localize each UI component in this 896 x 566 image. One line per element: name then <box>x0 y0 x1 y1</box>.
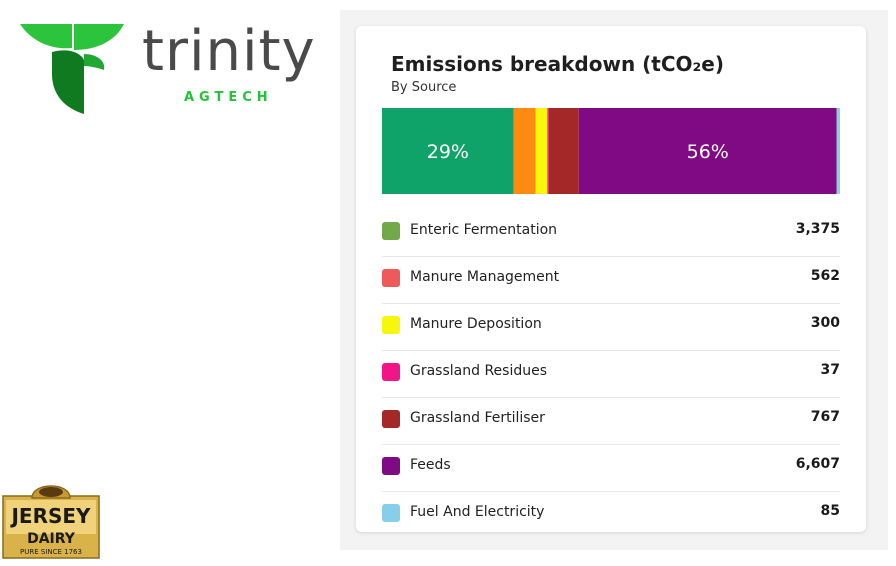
legend-label: Enteric Fermentation <box>410 222 558 238</box>
bar-segment-3[interactable] <box>547 108 549 194</box>
agtech-wordmark: AGTECH <box>184 90 273 105</box>
bar-segment-2[interactable] <box>535 108 548 194</box>
legend-value: 3,375 <box>795 221 840 237</box>
legend-swatch <box>382 457 400 475</box>
svg-text:PURE SINCE 1763: PURE SINCE 1763 <box>20 548 82 556</box>
legend-value: 6,607 <box>795 456 840 472</box>
legend-value: 300 <box>810 315 840 331</box>
legend-label: Manure Deposition <box>410 316 542 332</box>
bar-segment-0[interactable] <box>382 108 514 194</box>
trinity-agtech-logo: trinity AGTECH <box>18 18 328 118</box>
legend-label: Grassland Residues <box>410 363 548 379</box>
stacked-bar-chart: 29% 56% <box>382 108 840 194</box>
legend-value: 85 <box>820 503 840 519</box>
legend-row: Feeds 6,607 <box>382 445 840 492</box>
chart-title: Emissions breakdown (tCO₂e) <box>391 52 724 76</box>
legend-label: Fuel And Electricity <box>410 504 545 520</box>
legend-swatch <box>382 269 400 287</box>
legend-row: Enteric Fermentation 3,375 <box>382 210 840 257</box>
legend-swatch <box>382 504 400 522</box>
legend-swatch <box>382 222 400 240</box>
svg-text:DAIRY: DAIRY <box>27 531 76 547</box>
bar-segment-6[interactable] <box>836 108 840 194</box>
legend-value: 562 <box>810 268 840 284</box>
legend-row: Grassland Fertiliser 767 <box>382 398 840 445</box>
bar-segment-1[interactable] <box>513 108 536 194</box>
legend-row: Grassland Residues 37 <box>382 351 840 398</box>
legend-row: Manure Deposition 300 <box>382 304 840 351</box>
bar-segment-4[interactable] <box>548 108 579 194</box>
legend-value: 37 <box>820 362 840 378</box>
legend-row: Fuel And Electricity 85 <box>382 492 840 538</box>
legend-value: 767 <box>810 409 840 425</box>
jersey-dairy-logo: JERSEY DAIRY PURE SINCE 1763 <box>2 485 100 559</box>
emissions-card: Emissions breakdown (tCO₂e) By Source 29… <box>356 26 866 532</box>
legend-label: Feeds <box>410 457 451 473</box>
trinity-leaf-icon <box>20 24 124 114</box>
legend-swatch <box>382 363 400 381</box>
legend-row: Manure Management 562 <box>382 257 840 304</box>
legend-label: Manure Management <box>410 269 560 285</box>
trinity-wordmark: trinity <box>142 19 316 84</box>
legend-swatch <box>382 316 400 334</box>
bar-segment-5[interactable] <box>578 108 837 194</box>
svg-text:JERSEY: JERSEY <box>9 504 91 528</box>
segment-label-0: 29% <box>427 141 469 163</box>
legend-swatch <box>382 410 400 428</box>
legend-label: Grassland Fertiliser <box>410 410 545 426</box>
segment-label-5: 56% <box>687 141 729 163</box>
legend: Enteric Fermentation 3,375 Manure Manageme… <box>382 210 840 538</box>
chart-subtitle: By Source <box>391 80 457 95</box>
